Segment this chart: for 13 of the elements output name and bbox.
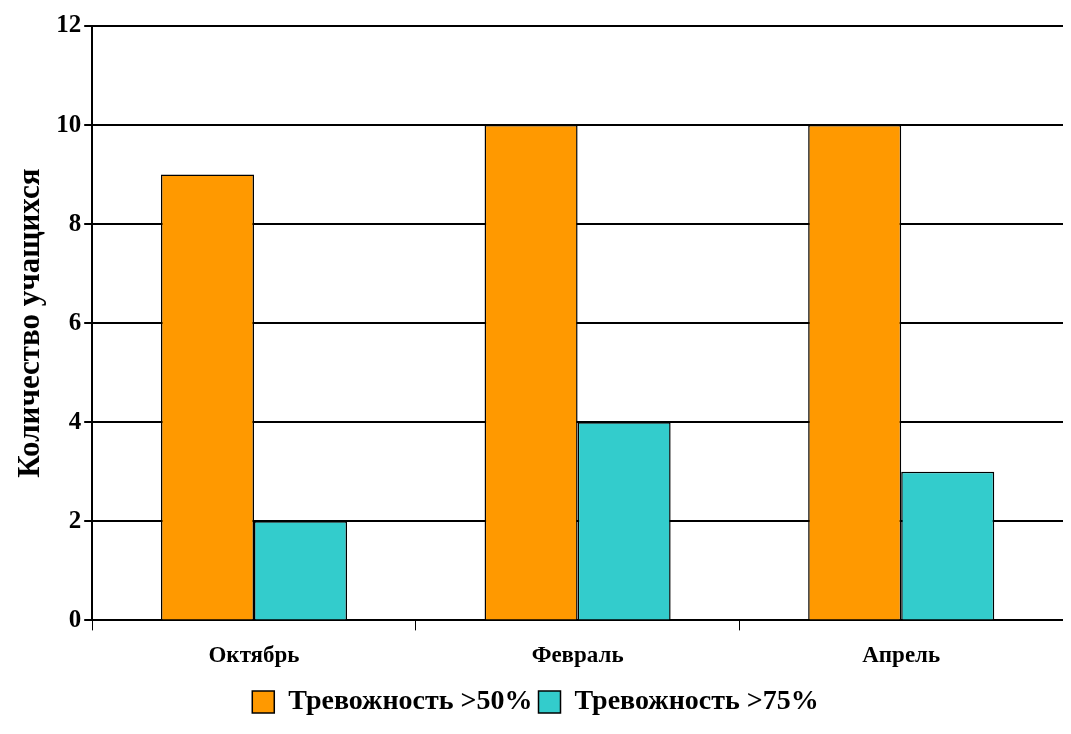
x-tick-label: Апрель xyxy=(862,642,941,668)
y-tick-label: 0 xyxy=(68,604,82,632)
y-axis-title: Количество учащихся xyxy=(10,168,46,478)
y-tick-label: 4 xyxy=(68,406,82,434)
x-tick-label: Февраль xyxy=(531,642,624,668)
legend-label: Тревожность >75% xyxy=(574,684,819,716)
y-tick-label: 6 xyxy=(68,307,82,335)
x-tick-label: Октябрь xyxy=(208,642,300,668)
y-tick-label: 12 xyxy=(56,10,82,38)
y-tick-label: 10 xyxy=(56,109,82,137)
y-tick-label: 8 xyxy=(68,208,82,236)
y-tick-label: 2 xyxy=(68,505,82,533)
legend-label: Тревожность >50% xyxy=(288,684,533,716)
